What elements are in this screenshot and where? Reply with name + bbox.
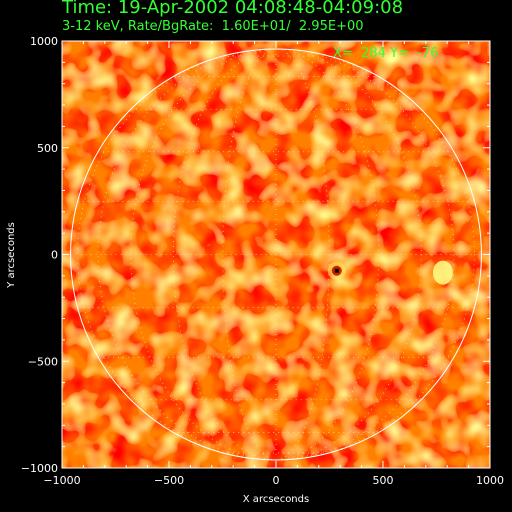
longitude-line — [130, 48, 422, 461]
x-tick-label: 500 — [373, 474, 394, 487]
peak-marker — [334, 268, 339, 273]
x-tick-label: −1000 — [43, 474, 80, 487]
longitude-line — [222, 48, 330, 461]
x-axis-label: X arcseconds — [243, 494, 309, 505]
solar-limb-circle — [70, 48, 482, 461]
y-tick-label: −1000 — [21, 462, 58, 475]
longitude-line — [97, 48, 455, 461]
x-tick-label: −500 — [154, 474, 184, 487]
x-tick-label: 0 — [273, 474, 280, 487]
longitude-line — [77, 48, 475, 461]
energy-rate-subtitle: 3-12 keV, Rate/BgRate: 1.60E+01/ 2.95E+0… — [62, 19, 364, 34]
y-tick-label: −500 — [28, 355, 58, 368]
y-tick-label: 500 — [37, 142, 58, 155]
y-tick-label: 1000 — [30, 35, 58, 48]
image-title: Time: 19-Apr-2002 04:08:48-04:09:08 — [62, 0, 404, 18]
y-axis-label: Y arcseconds — [6, 222, 17, 289]
cursor-readout: X= 284 Y= -76 — [333, 46, 438, 61]
longitude-line — [172, 48, 380, 461]
heliographic-grid — [70, 48, 482, 461]
x-tick-label: 1000 — [476, 474, 504, 487]
bright-source — [432, 260, 453, 285]
sources-layer — [327, 260, 453, 285]
axes: −1000 −500 0 500 1000 −1000 −500 0 500 1000 — [21, 35, 504, 487]
y-tick-label: 0 — [51, 249, 58, 262]
heatmap-area — [62, 41, 490, 468]
